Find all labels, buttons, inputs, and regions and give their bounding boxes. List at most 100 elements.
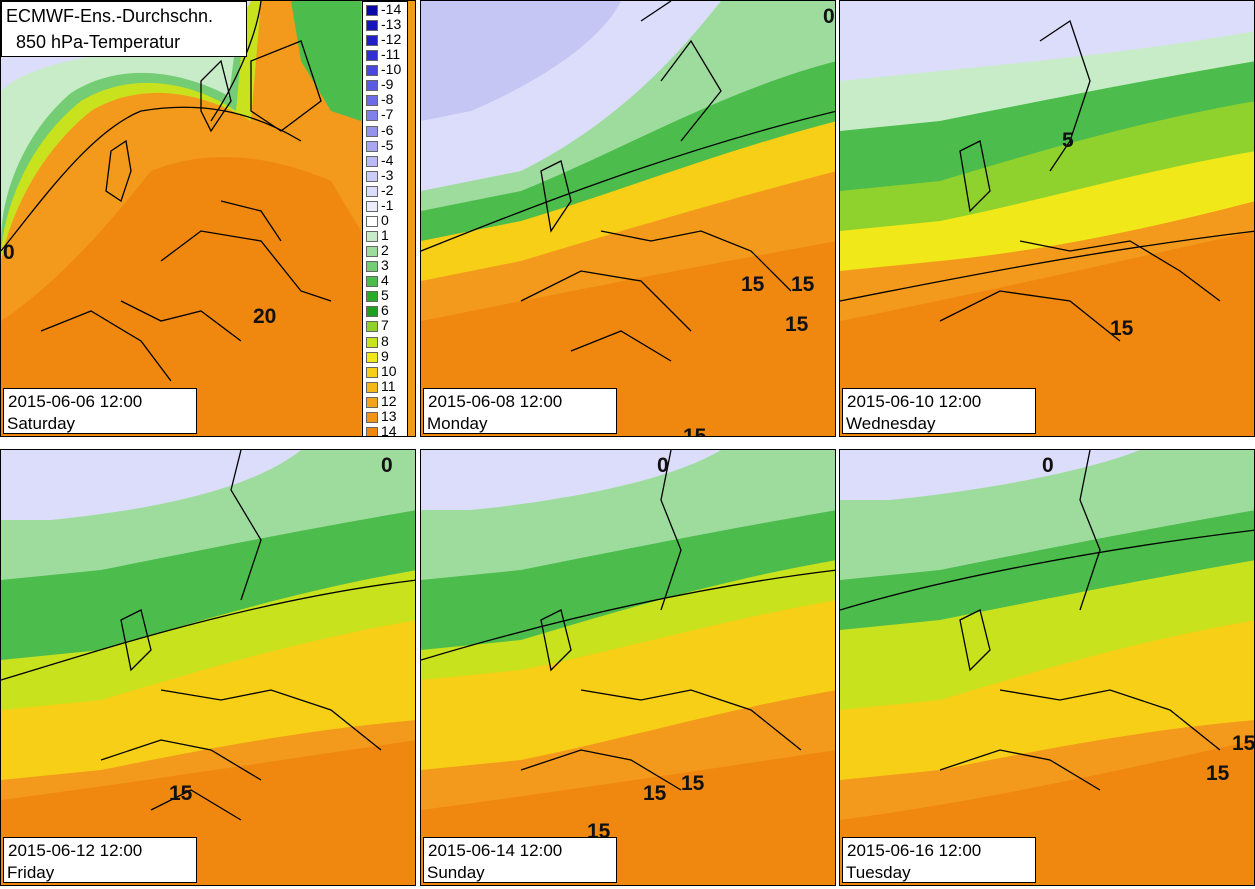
panel-date: 2015-06-14 12:00 [428,841,563,860]
legend-swatch [366,170,378,182]
contour-label: 5 [1062,129,1074,152]
legend-swatch [366,110,378,122]
map-panel-5: 0 15 15 15 2015-06-14 12:00 Sunday [420,449,836,886]
legend-level: -2 [381,181,394,198]
temperature-field [421,1,835,436]
legend-swatch [366,351,378,363]
contour-label: 15 [169,782,193,805]
legend-swatch [366,215,378,227]
legend-row: 8 [363,332,409,349]
legend-row: -11 [363,46,409,62]
date-box: 2015-06-10 12:00 Wednesday [842,388,1036,434]
map-panel-6: 0 15 15 2015-06-16 12:00 Tuesday [839,449,1255,886]
legend-level: 12 [381,392,397,409]
date-box: 2015-06-12 12:00 Friday [3,837,197,883]
legend-swatch [366,231,378,243]
map-panel-2: 0 15 15 15 15 2015-06-08 12:00 Monday [420,0,836,437]
contour-label: 0 [381,454,393,477]
legend-swatch [366,246,378,258]
contour-label: 15 [791,273,815,296]
legend-row: -4 [363,152,409,168]
contour-label: 15 [785,313,809,336]
contour-label: 0 [3,241,15,264]
legend-swatch [366,336,378,348]
title-box: ECMWF-Ens.-Durchschn. 850 hPa-Temperatur [1,1,247,57]
legend-level: -13 [381,16,402,33]
panel-weekday: Saturday [7,414,76,433]
legend-level: -7 [381,106,394,123]
color-legend: -14 -13 -12 -11 -10 -9 -8 -7 -6 -5 -4 -3 -2 -1 0 1 2 3 4 5 6… [362,1,409,437]
legend-row: 6 [363,302,409,318]
legend-row: 13 [363,407,409,424]
panel-date: 2015-06-10 12:00 [847,392,982,411]
panel-date: 2015-06-16 12:00 [847,841,982,860]
legend-swatch [366,200,378,212]
legend-level: 13 [381,407,397,424]
legend-swatch [366,80,378,92]
legend-row: -7 [363,106,409,123]
legend-level: -10 [381,61,402,78]
legend-row: 9 [363,348,409,364]
legend-row: 7 [363,317,409,334]
contour-label: 20 [253,305,277,328]
legend-row: -10 [363,61,409,78]
legend-level: 1 [381,227,389,244]
panel-date: 2015-06-06 12:00 [8,392,143,411]
legend-level: 8 [381,332,389,349]
date-box: 2015-06-14 12:00 Sunday [423,837,617,883]
legend-row: 5 [363,287,409,304]
legend-swatch [366,261,378,273]
legend-level: -12 [381,31,402,48]
legend-swatch [366,65,378,77]
panel-weekday: Friday [7,863,55,882]
legend-row: 14 [363,422,409,437]
legend-swatch [366,155,378,167]
legend-swatch [366,321,378,333]
legend-swatch [366,125,378,137]
legend-swatch [366,396,378,408]
legend-row: 11 [363,378,409,394]
contour-label: 15 [1232,732,1255,755]
legend-row: -2 [363,181,409,198]
legend-swatch [366,185,378,197]
temperature-field [840,1,1254,436]
legend-swatch [366,35,378,47]
legend-row: 1 [363,227,409,244]
temperature-field [1,450,415,885]
contour-label: 15 [683,425,707,437]
contour-label: 0 [823,5,835,28]
panel-date: 2015-06-08 12:00 [428,392,563,411]
legend-swatch [366,381,378,393]
legend-level: 14 [381,422,397,437]
legend-level: -1 [381,196,394,213]
legend-level: 5 [381,287,389,304]
legend-level: -8 [381,91,394,108]
panel-weekday: Monday [427,414,488,433]
legend-level: 2 [381,242,389,259]
date-box: 2015-06-16 12:00 Tuesday [842,837,1036,883]
legend-swatch [366,426,378,436]
legend-row: -1 [363,196,409,213]
contour-label: 0 [657,454,669,477]
contour-label: 15 [1206,762,1230,785]
legend-swatch [366,366,378,378]
legend-level: 3 [381,257,389,274]
temperature-field [840,450,1254,885]
legend-level: 4 [381,272,389,289]
legend-row: -13 [363,16,409,33]
legend-row: -8 [363,91,409,108]
legend-row: -9 [363,76,409,93]
legend-level: 10 [381,362,397,379]
title-line-1: ECMWF-Ens.-Durchschn. [6,6,214,26]
legend-level: 7 [381,317,389,334]
temperature-field [421,450,835,885]
legend-row: -5 [363,136,409,153]
legend-swatch [366,95,378,107]
contour-label: 0 [1042,454,1054,477]
legend-level: -9 [381,76,394,93]
legend-level: -14 [381,1,402,17]
contour-label: 15 [1110,317,1134,340]
legend-level: -5 [381,136,394,153]
map-panel-3: 5 15 2015-06-10 12:00 Wednesday [839,0,1255,437]
map-panel-4: 0 15 2015-06-12 12:00 Friday [0,449,416,886]
